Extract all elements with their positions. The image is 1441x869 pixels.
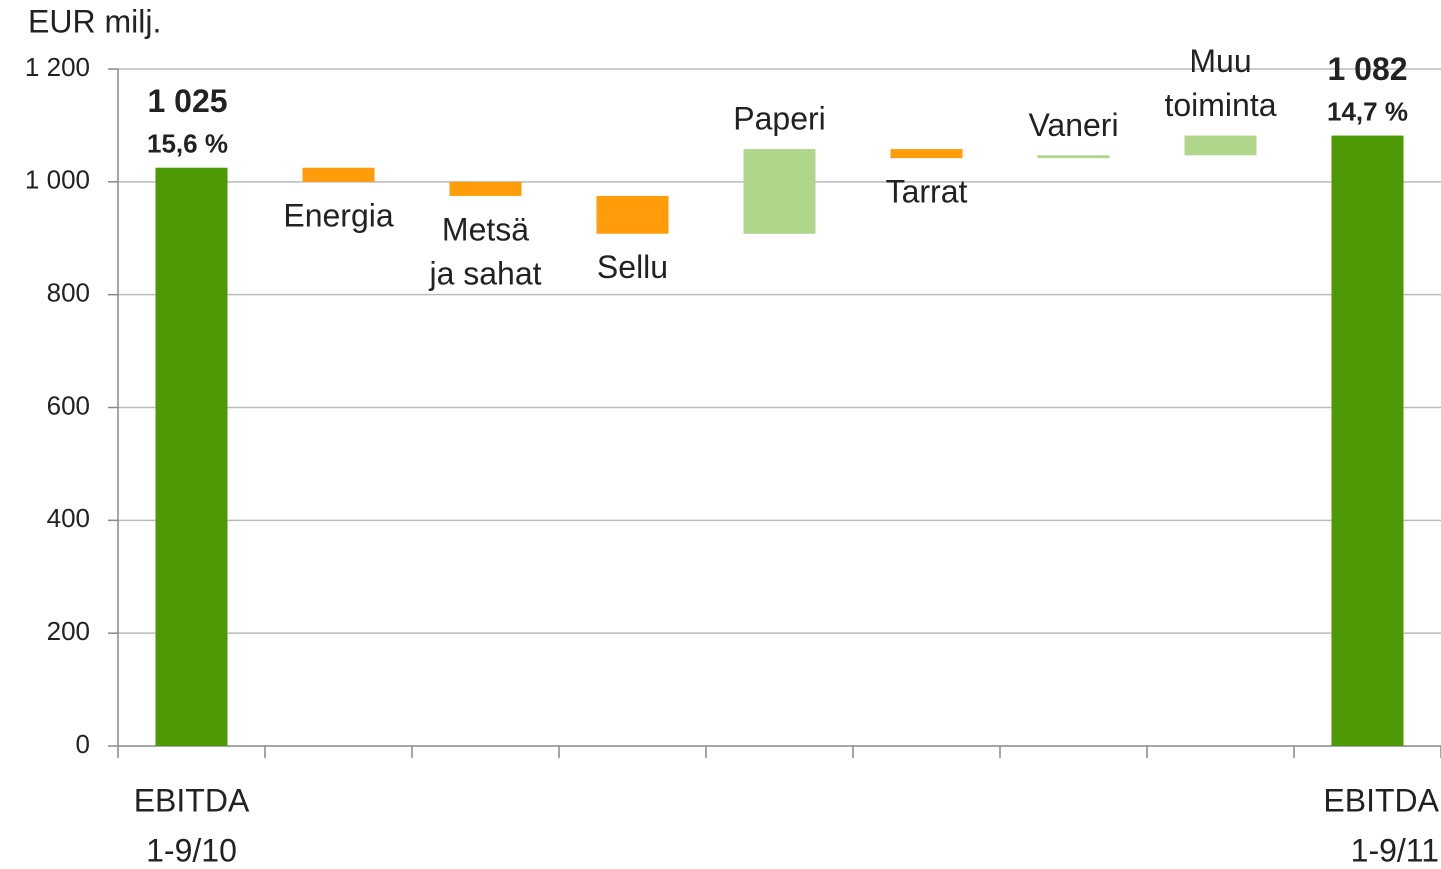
bar <box>743 149 816 234</box>
category-label: Sellu <box>597 249 668 285</box>
category-label: Tarrat <box>886 174 968 210</box>
annotation: 14,7 % <box>1327 96 1408 126</box>
category-label: Paperi <box>733 101 826 137</box>
category-label: Metsä <box>442 211 529 247</box>
value-label: 1 082 <box>1327 51 1407 87</box>
x-tick-label: 1-9/10 <box>146 832 237 868</box>
bar <box>596 195 669 234</box>
axis-label: EUR milj. <box>28 3 161 39</box>
y-tick-label: 1 200 <box>25 52 90 82</box>
bar <box>1331 135 1404 747</box>
y-tick-label: 400 <box>47 503 90 533</box>
annotation: 15,6 % <box>147 129 228 159</box>
category-label: ja sahat <box>428 255 541 291</box>
x-tick-label: EBITDA <box>134 782 250 818</box>
bar <box>890 149 963 159</box>
value-label: 1 025 <box>147 83 227 119</box>
y-tick-label: 600 <box>47 390 90 420</box>
y-tick-label: 200 <box>47 616 90 646</box>
y-tick-label: 0 <box>76 729 90 759</box>
category-label: toiminta <box>1164 87 1276 123</box>
bar <box>1037 155 1110 159</box>
category-label: Muu <box>1189 43 1251 79</box>
y-tick-label: 1 000 <box>25 165 90 195</box>
category-label: Energia <box>283 197 394 233</box>
bar <box>155 167 228 746</box>
bar <box>449 181 522 196</box>
y-tick-label: 800 <box>47 278 90 308</box>
category-label: Vaneri <box>1028 107 1118 143</box>
x-tick-label: EBITDA <box>1323 782 1439 818</box>
bar <box>1184 135 1257 156</box>
x-tick-label: 1-9/11 <box>1351 832 1439 868</box>
bar <box>302 167 375 182</box>
